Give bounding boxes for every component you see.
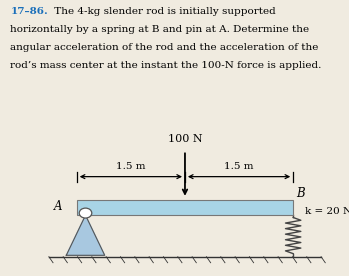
Text: A: A bbox=[54, 200, 63, 213]
Text: 100 N: 100 N bbox=[168, 134, 202, 144]
Text: 17–86.: 17–86. bbox=[10, 7, 48, 16]
Text: 1.5 m: 1.5 m bbox=[116, 162, 146, 171]
Text: horizontally by a spring at B and pin at A. Determine the: horizontally by a spring at B and pin at… bbox=[10, 25, 310, 34]
Text: rod’s mass center at the instant the 100-N force is applied.: rod’s mass center at the instant the 100… bbox=[10, 61, 322, 70]
Text: B: B bbox=[297, 187, 305, 200]
Bar bbox=[77, 200, 293, 215]
Text: k = 20 N/m: k = 20 N/m bbox=[305, 206, 349, 215]
Text: The 4-kg slender rod is initially supported: The 4-kg slender rod is initially suppor… bbox=[51, 7, 275, 16]
Polygon shape bbox=[66, 215, 105, 255]
Text: 1.5 m: 1.5 m bbox=[224, 162, 254, 171]
Text: angular acceleration of the rod and the acceleration of the: angular acceleration of the rod and the … bbox=[10, 43, 319, 52]
Circle shape bbox=[79, 208, 92, 218]
